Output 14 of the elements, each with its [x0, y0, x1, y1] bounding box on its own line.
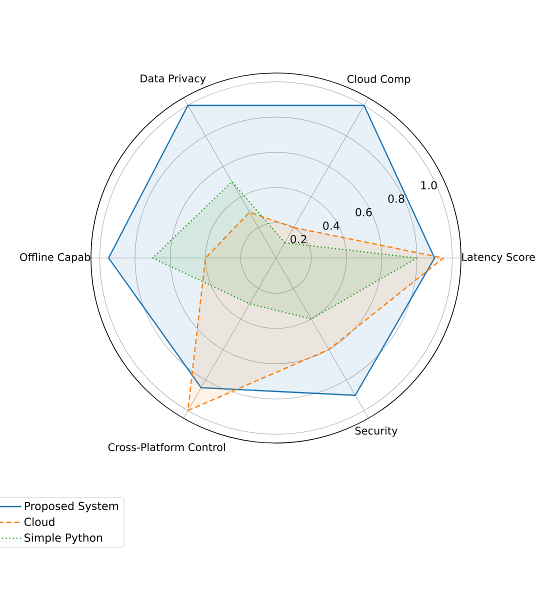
y-tick-label: 0.4 [323, 222, 340, 230]
legend-label: Proposed System [24, 502, 118, 512]
spoke-label: Cross-Platform Control [108, 443, 225, 452]
spoke-label: Data Privacy [140, 74, 206, 84]
spoke-label: Cloud Comp [347, 74, 410, 85]
y-tick-label: 0.6 [356, 208, 372, 216]
y-tick-label: 1.0 [421, 181, 437, 190]
spoke-label: Latency Score [462, 253, 535, 263]
y-tick-label: 0.2 [290, 235, 306, 244]
legend-label: Simple Python [24, 533, 102, 544]
y-tick-label: 0.8 [388, 194, 404, 203]
spoke-label: Security [355, 426, 398, 437]
legend-label: Cloud [24, 517, 54, 526]
spoke-label: Offline Capab [20, 252, 90, 264]
